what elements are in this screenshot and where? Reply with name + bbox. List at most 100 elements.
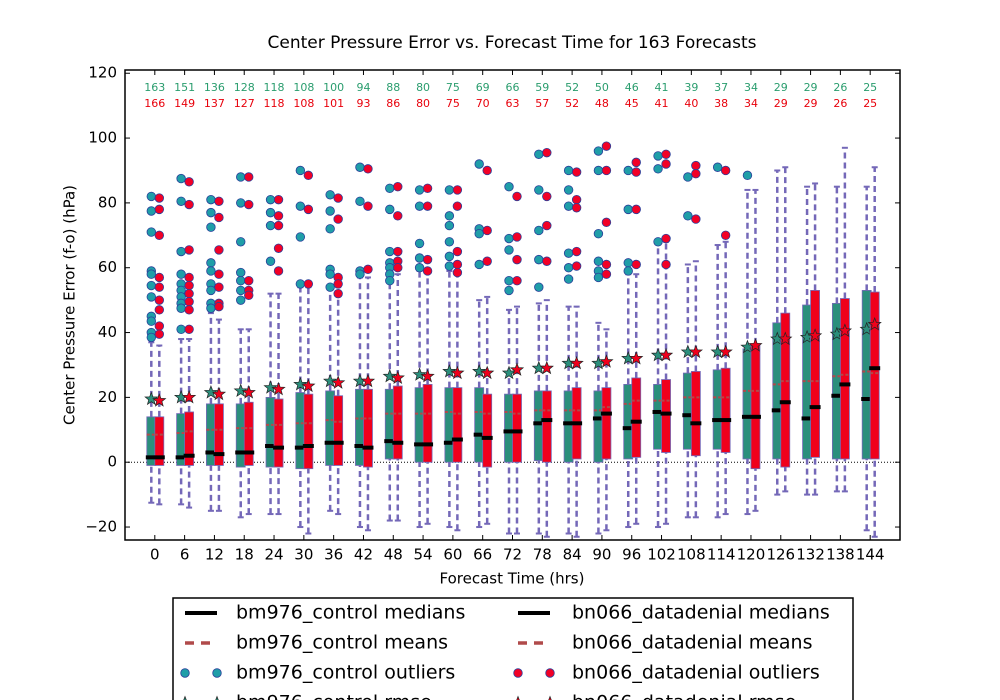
outlier [206,303,216,313]
rmse-star [203,385,219,399]
x-tick-label: 30 [294,546,313,564]
outlier [601,259,612,270]
outlier [333,214,343,224]
outlier [385,183,395,194]
rmse-star [263,380,278,394]
outlier [512,254,522,265]
count-label: 38 [714,97,728,110]
legend-label: bn066_datadenial rmse [572,692,796,700]
outlier [146,269,157,279]
count-label: 136 [204,81,225,94]
outlier [720,230,731,241]
outlier [414,238,425,249]
outlier [333,288,343,299]
outlier [214,282,224,292]
outlier [385,204,395,215]
rmse-star [442,363,457,378]
outlier [504,275,514,286]
legend-swatch [212,668,222,678]
count-label: 88 [386,81,400,94]
box [601,387,612,460]
outlier [176,269,186,279]
x-tick-label: 6 [180,546,190,564]
outlier [482,256,492,266]
outlier [601,269,612,279]
outlier [303,170,314,181]
box [482,393,493,468]
outlier [661,259,671,270]
outlier [452,267,463,278]
outlier [504,233,514,244]
rmse-star [301,378,316,393]
outlier [571,246,582,257]
outlier [295,279,306,289]
outlier [571,194,582,205]
rmse-star [323,373,338,388]
outlier [214,196,224,206]
rmse-star [152,393,167,407]
outlier [325,282,335,292]
rmse-star [420,368,435,383]
y-tick-label: 40 [98,323,117,341]
outlier [236,198,246,208]
rmse-star [472,363,487,378]
x-tick-label: 84 [563,546,582,564]
outlier [214,269,224,279]
outlier [265,207,276,218]
outlier [393,246,403,257]
outlier [534,254,544,265]
x-tick-label: 66 [473,546,492,564]
outlier [444,261,455,271]
count-label: 108 [293,97,314,110]
outlier [154,230,165,241]
box [780,312,791,468]
outlier [206,285,216,296]
count-label: 34 [744,81,758,94]
outlier [303,279,314,289]
x-tick-label: 90 [592,546,611,564]
count-label: 137 [204,97,225,110]
outlier [512,232,522,242]
count-label: 48 [595,97,609,110]
count-label: 45 [625,97,639,110]
outlier [414,263,425,273]
outlier [393,211,403,221]
count-label: 80 [416,97,430,110]
box [243,401,254,466]
box [392,385,403,460]
legend-label: bm976_control outliers [236,662,455,684]
outlier [414,185,425,195]
count-label: 63 [506,97,520,110]
outlier [563,274,574,284]
rmse-star [501,365,517,380]
rmse-star [412,367,427,381]
count-label: 69 [476,81,490,94]
count-label: 75 [446,81,460,94]
outlier [474,228,484,239]
outlier [593,165,604,176]
y-tick-label: 0 [107,453,117,471]
outlier [154,282,165,292]
x-tick-label: 144 [856,546,885,564]
count-label: 50 [595,81,609,94]
outlier [273,243,284,253]
outlier [563,165,574,176]
count-label: 101 [323,97,344,110]
outlier [563,201,574,211]
count-label: 26 [833,81,847,94]
count-label: 29 [804,97,818,110]
chart-title: Center Pressure Error vs. Forecast Time … [268,33,757,53]
count-label: 37 [714,81,728,94]
outlier [295,201,306,211]
outlier [363,264,373,275]
outlier [273,220,284,231]
outlier [206,266,216,276]
count-label: 41 [655,81,669,94]
rmse-star [688,344,703,359]
outlier [393,181,403,192]
outlier [265,256,276,266]
x-tick-label: 54 [414,546,433,564]
outlier [623,258,633,268]
rmse-star [331,375,346,389]
